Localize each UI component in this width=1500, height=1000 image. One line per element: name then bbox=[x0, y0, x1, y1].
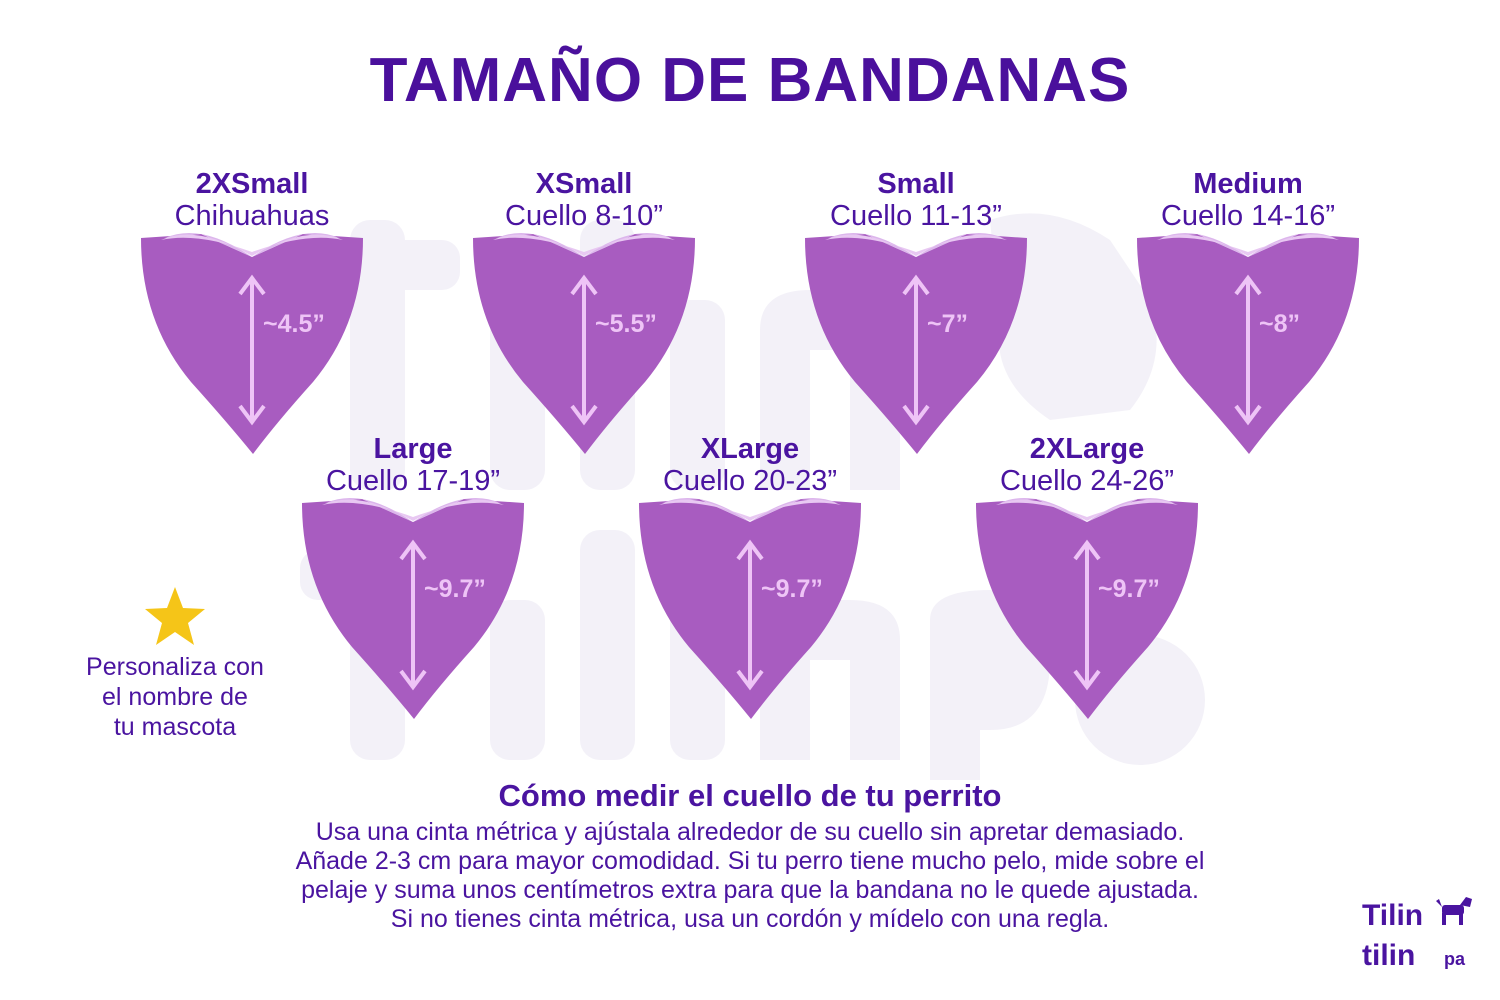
measure-arrow-icon bbox=[1234, 274, 1262, 426]
size-name: 2XLarge bbox=[1029, 433, 1145, 465]
measure-arrow-icon bbox=[736, 539, 764, 691]
length-label: ~9.7” bbox=[761, 575, 823, 603]
personalize-line: Personaliza con bbox=[86, 653, 264, 681]
length-label: ~9.7” bbox=[1098, 575, 1160, 603]
size-name: XLarge bbox=[700, 433, 800, 465]
size-name: Large bbox=[373, 433, 453, 465]
bandana-illustration: ~9.7” bbox=[639, 497, 861, 719]
size-neck: Cuello 20-23” bbox=[662, 465, 838, 497]
length-label: ~7” bbox=[927, 310, 968, 338]
size-card-small: Small Cuello 11-13” ~7” bbox=[776, 168, 1056, 457]
bandana-illustration: ~9.7” bbox=[976, 497, 1198, 719]
size-card-xsmall: XSmall Cuello 8-10” ~5.5” bbox=[444, 168, 724, 457]
personalize-note: Personaliza con el nombre de tu mascota bbox=[55, 585, 295, 742]
logo-line-2: tilin bbox=[1362, 939, 1415, 972]
measure-arrow-icon bbox=[399, 539, 427, 691]
logo-line-1: Tilin bbox=[1362, 899, 1423, 932]
page-title: TAMAÑO DE BANDANAS bbox=[369, 46, 1131, 115]
size-neck: Cuello 11-13” bbox=[830, 200, 1002, 232]
size-neck: Cuello 17-19” bbox=[325, 465, 501, 497]
length-label: ~4.5” bbox=[263, 310, 325, 338]
size-card-medium: Medium Cuello 14-16” ~8” bbox=[1108, 168, 1388, 457]
measure-arrow-icon bbox=[1073, 539, 1101, 691]
brand-logo: Tilin tilin pa bbox=[1362, 897, 1472, 972]
length-label: ~5.5” bbox=[595, 310, 657, 338]
bandana-illustration: ~7” bbox=[805, 232, 1027, 454]
size-card-2xsmall: 2XSmall Chihuahuas ~4.5” bbox=[112, 168, 392, 457]
howto-line: Añade 2-3 cm para mayor comodidad. Si tu… bbox=[295, 847, 1205, 875]
howto-line: pelaje y suma unos centímetros extra par… bbox=[301, 876, 1199, 904]
size-name: Medium bbox=[1193, 168, 1303, 200]
bandana-illustration: ~8” bbox=[1137, 232, 1359, 454]
size-card-2xlarge: 2XLarge Cuello 24-26” ~9.7” bbox=[947, 433, 1227, 722]
size-neck: Cuello 8-10” bbox=[505, 200, 663, 232]
size-name: Small bbox=[877, 168, 955, 200]
measure-arrow-icon bbox=[570, 274, 598, 426]
measure-arrow-icon bbox=[238, 274, 266, 426]
size-card-large: Large Cuello 17-19” ~9.7” bbox=[273, 433, 553, 722]
howto-title: Cómo medir el cuello de tu perrito bbox=[498, 778, 1002, 813]
personalize-line: tu mascota bbox=[113, 713, 237, 741]
personalize-line: el nombre de bbox=[102, 683, 248, 711]
dog-icon bbox=[1436, 897, 1472, 925]
howto-body: Usa una cinta métrica y ajústala alreded… bbox=[150, 818, 1350, 934]
star-icon bbox=[145, 587, 205, 645]
length-label: ~8” bbox=[1259, 310, 1300, 338]
length-label: ~9.7” bbox=[424, 575, 486, 603]
measure-arrow-icon bbox=[902, 274, 930, 426]
size-neck: Chihuahuas bbox=[174, 200, 330, 232]
bandana-illustration: ~4.5” bbox=[141, 232, 363, 454]
size-name: XSmall bbox=[535, 168, 633, 200]
size-neck: Cuello 24-26” bbox=[999, 465, 1175, 497]
size-neck: Cuello 14-16” bbox=[1160, 200, 1336, 232]
size-card-xlarge: XLarge Cuello 20-23” ~9.7” bbox=[610, 433, 890, 722]
logo-suffix: pa bbox=[1444, 949, 1466, 969]
howto-line: Usa una cinta métrica y ajústala alreded… bbox=[315, 818, 1185, 846]
bandana-illustration: ~5.5” bbox=[473, 232, 695, 454]
size-name: 2XSmall bbox=[195, 168, 309, 200]
bandana-illustration: ~9.7” bbox=[302, 497, 524, 719]
howto-line: Si no tienes cinta métrica, usa un cordó… bbox=[390, 905, 1110, 933]
